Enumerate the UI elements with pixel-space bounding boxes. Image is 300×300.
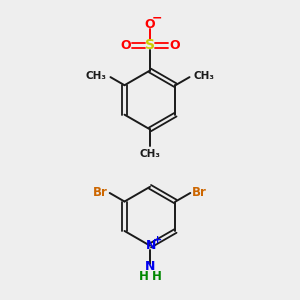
- Text: CH₃: CH₃: [193, 71, 214, 81]
- Text: S: S: [145, 38, 155, 52]
- Text: O: O: [169, 39, 180, 52]
- Text: −: −: [151, 11, 162, 24]
- Text: CH₃: CH₃: [86, 71, 107, 81]
- Text: CH₃: CH₃: [140, 149, 160, 159]
- Text: N: N: [146, 239, 157, 252]
- Text: O: O: [120, 39, 131, 52]
- Text: Br: Br: [192, 186, 207, 199]
- Text: H: H: [152, 269, 161, 283]
- Text: O: O: [145, 18, 155, 31]
- Text: N: N: [145, 260, 155, 272]
- Text: +: +: [153, 236, 162, 245]
- Text: H: H: [139, 269, 148, 283]
- Text: Br: Br: [93, 186, 108, 199]
